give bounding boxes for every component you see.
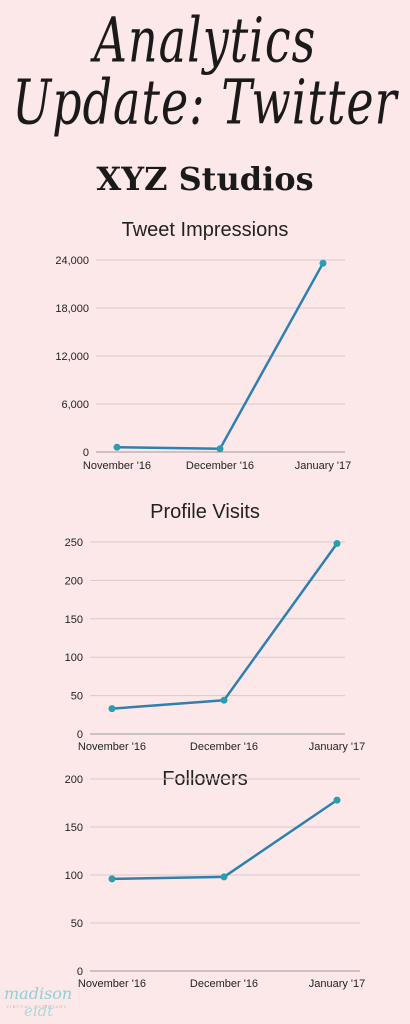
y-tick-label: 250: [65, 537, 83, 549]
y-tick-label: 150: [65, 822, 83, 834]
chart-title: Profile Visits: [150, 501, 260, 523]
y-tick-label: 100: [65, 870, 83, 882]
data-point: [333, 540, 341, 548]
series-line: [111, 799, 338, 881]
data-point: [319, 259, 327, 267]
y-tick-label: 0: [77, 966, 83, 978]
y-tick-label: 100: [65, 652, 83, 664]
data-point: [113, 443, 121, 451]
x-tick-label: December '16: [186, 460, 254, 472]
y-tick-label: 200: [65, 774, 83, 786]
y-tick-label: 24,000: [55, 255, 89, 267]
y-tick-label: 0: [77, 729, 83, 741]
x-tick-label: December '16: [190, 741, 258, 753]
data-point: [220, 696, 228, 704]
watermark-logo: madison eidt VIRTUAL ASSISTANT: [4, 984, 74, 1020]
data-point: [216, 445, 224, 453]
title-line-1: Analytics: [93, 3, 317, 77]
data-point: [220, 873, 228, 881]
x-tick-label: January '17: [295, 460, 352, 472]
subtitle: XYZ Studios: [96, 160, 314, 198]
page-title: Analytics Update: Twitter: [0, 0, 410, 137]
x-tick-label: November '16: [78, 978, 146, 990]
watermark-line-2: VIRTUAL ASSISTANT: [6, 1004, 68, 1009]
data-point: [108, 705, 116, 713]
series-line: [111, 542, 339, 710]
title-line-2: Update: Twitter: [12, 65, 398, 139]
watermark-line-1: madison: [4, 984, 73, 1003]
watermark-line-3: eidt: [24, 1002, 54, 1020]
y-tick-label: 12,000: [55, 351, 89, 363]
y-tick-label: 50: [71, 691, 83, 703]
chart-title: Tweet Impressions: [122, 219, 289, 241]
y-tick-label: 150: [65, 614, 83, 626]
x-tick-label: January '17: [309, 741, 366, 753]
x-tick-label: December '16: [190, 978, 258, 990]
y-tick-label: 18,000: [55, 303, 89, 315]
x-tick-label: January '17: [309, 978, 366, 990]
data-point: [108, 875, 116, 883]
y-tick-label: 200: [65, 575, 83, 587]
x-tick-label: November '16: [78, 741, 146, 753]
y-tick-label: 50: [71, 918, 83, 930]
data-point: [333, 796, 341, 804]
y-tick-label: 0: [83, 447, 89, 459]
y-tick-label: 6,000: [61, 399, 89, 411]
x-tick-label: November '16: [83, 460, 151, 472]
